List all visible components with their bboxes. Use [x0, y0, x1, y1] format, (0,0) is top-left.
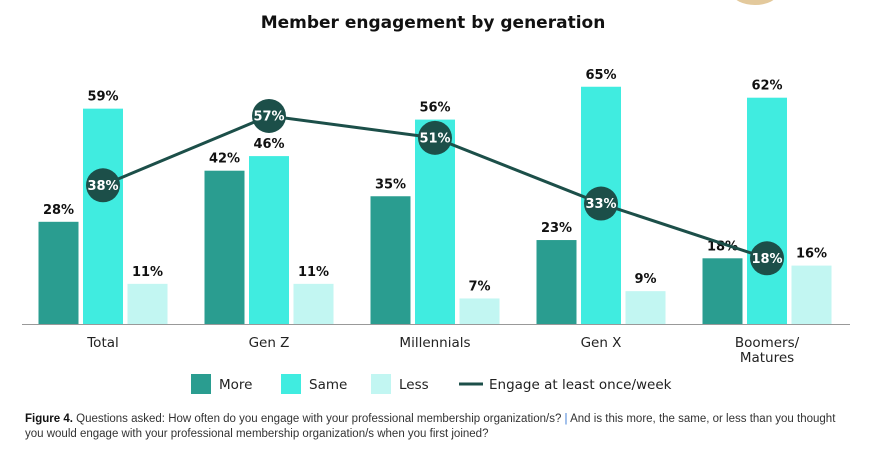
line-point — [86, 168, 120, 203]
bar-less — [791, 265, 832, 324]
caption-separator: | — [564, 413, 568, 425]
category-label: Total — [86, 335, 119, 351]
line-point — [584, 186, 618, 221]
data-label: 62% — [751, 79, 782, 94]
line-point-label: 51% — [419, 131, 450, 146]
bar-less — [293, 283, 334, 324]
legend-swatch — [191, 374, 211, 394]
bar-less — [459, 298, 500, 324]
data-label: 65% — [585, 68, 616, 83]
bar-more — [536, 240, 577, 324]
bar-more — [370, 196, 411, 324]
bar-less — [127, 283, 168, 324]
category-label: Millennials — [399, 335, 470, 351]
category-label: Matures — [740, 350, 794, 366]
caption-label: Figure 4. — [25, 413, 73, 425]
category-label: Gen Z — [249, 335, 290, 351]
line-point-label: 33% — [585, 197, 616, 212]
data-label: 11% — [298, 265, 329, 280]
figure-caption: Figure 4. Questions asked: How often do … — [25, 412, 855, 442]
line-point — [750, 241, 784, 276]
category-label: Boomers/ — [735, 335, 800, 351]
data-label: 28% — [43, 203, 74, 218]
chart: Member engagement by generation 28% 59% 11… — [22, 0, 850, 394]
bar-same — [747, 97, 787, 324]
bar-more — [702, 258, 743, 324]
data-label: 11% — [132, 265, 163, 280]
data-label: 46% — [253, 137, 284, 152]
line-point-label: 38% — [87, 179, 118, 194]
data-label: 56% — [419, 101, 450, 116]
data-label: 35% — [375, 177, 406, 192]
data-label: 7% — [468, 279, 490, 294]
legend-label: Same — [309, 377, 347, 393]
legend-label: More — [219, 377, 252, 393]
data-label: 16% — [796, 247, 827, 262]
data-label: 42% — [209, 152, 240, 167]
chart-title: Member engagement by generation — [261, 13, 606, 33]
legend-label: Engage at least once/week — [489, 377, 672, 393]
bar-more — [38, 221, 79, 324]
line-point-label: 18% — [751, 252, 782, 267]
data-label: 18% — [707, 239, 738, 254]
legend-label: Less — [399, 377, 429, 393]
caption-text-2: And is this more, the same, or less than… — [25, 413, 836, 440]
bar-less — [625, 291, 666, 324]
bar-more — [204, 170, 245, 324]
line-point — [252, 98, 286, 133]
line-point-label: 57% — [253, 109, 284, 124]
data-label: 59% — [87, 90, 118, 105]
legend-swatch — [281, 374, 301, 394]
line-point — [418, 120, 452, 155]
category-label: Gen X — [581, 335, 622, 351]
caption-text-1: Questions asked: How often do you engage… — [76, 413, 562, 425]
decorative-shape — [736, 0, 774, 5]
data-label: 9% — [634, 272, 656, 287]
data-label: 23% — [541, 221, 572, 236]
legend-swatch — [371, 374, 391, 394]
bar-same — [83, 108, 123, 325]
bar-same — [249, 156, 289, 324]
